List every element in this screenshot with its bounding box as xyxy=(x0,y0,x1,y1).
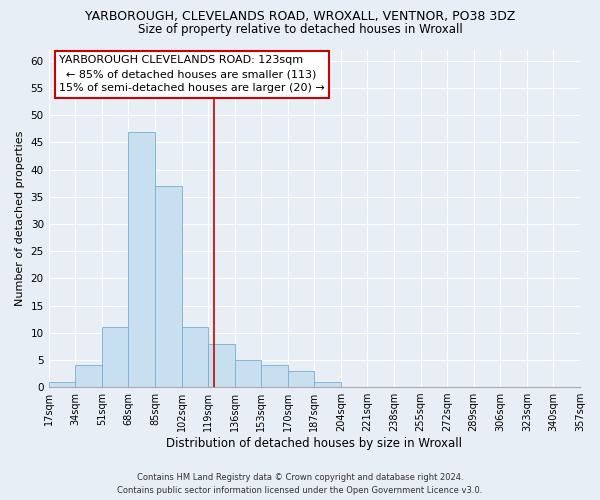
Bar xyxy=(314,382,341,387)
Text: Contains HM Land Registry data © Crown copyright and database right 2024.
Contai: Contains HM Land Registry data © Crown c… xyxy=(118,474,482,495)
Bar xyxy=(208,344,235,387)
Bar xyxy=(49,382,75,387)
Bar xyxy=(182,328,208,387)
Bar xyxy=(261,366,288,387)
Bar xyxy=(128,132,155,387)
Text: YARBOROUGH, CLEVELANDS ROAD, WROXALL, VENTNOR, PO38 3DZ: YARBOROUGH, CLEVELANDS ROAD, WROXALL, VE… xyxy=(85,10,515,23)
Bar xyxy=(155,186,182,387)
Bar xyxy=(102,328,128,387)
X-axis label: Distribution of detached houses by size in Wroxall: Distribution of detached houses by size … xyxy=(166,437,463,450)
Text: YARBOROUGH CLEVELANDS ROAD: 123sqm
  ← 85% of detached houses are smaller (113)
: YARBOROUGH CLEVELANDS ROAD: 123sqm ← 85%… xyxy=(59,55,325,93)
Text: Size of property relative to detached houses in Wroxall: Size of property relative to detached ho… xyxy=(137,22,463,36)
Bar xyxy=(288,371,314,387)
Y-axis label: Number of detached properties: Number of detached properties xyxy=(15,131,25,306)
Bar xyxy=(235,360,261,387)
Bar xyxy=(75,366,102,387)
